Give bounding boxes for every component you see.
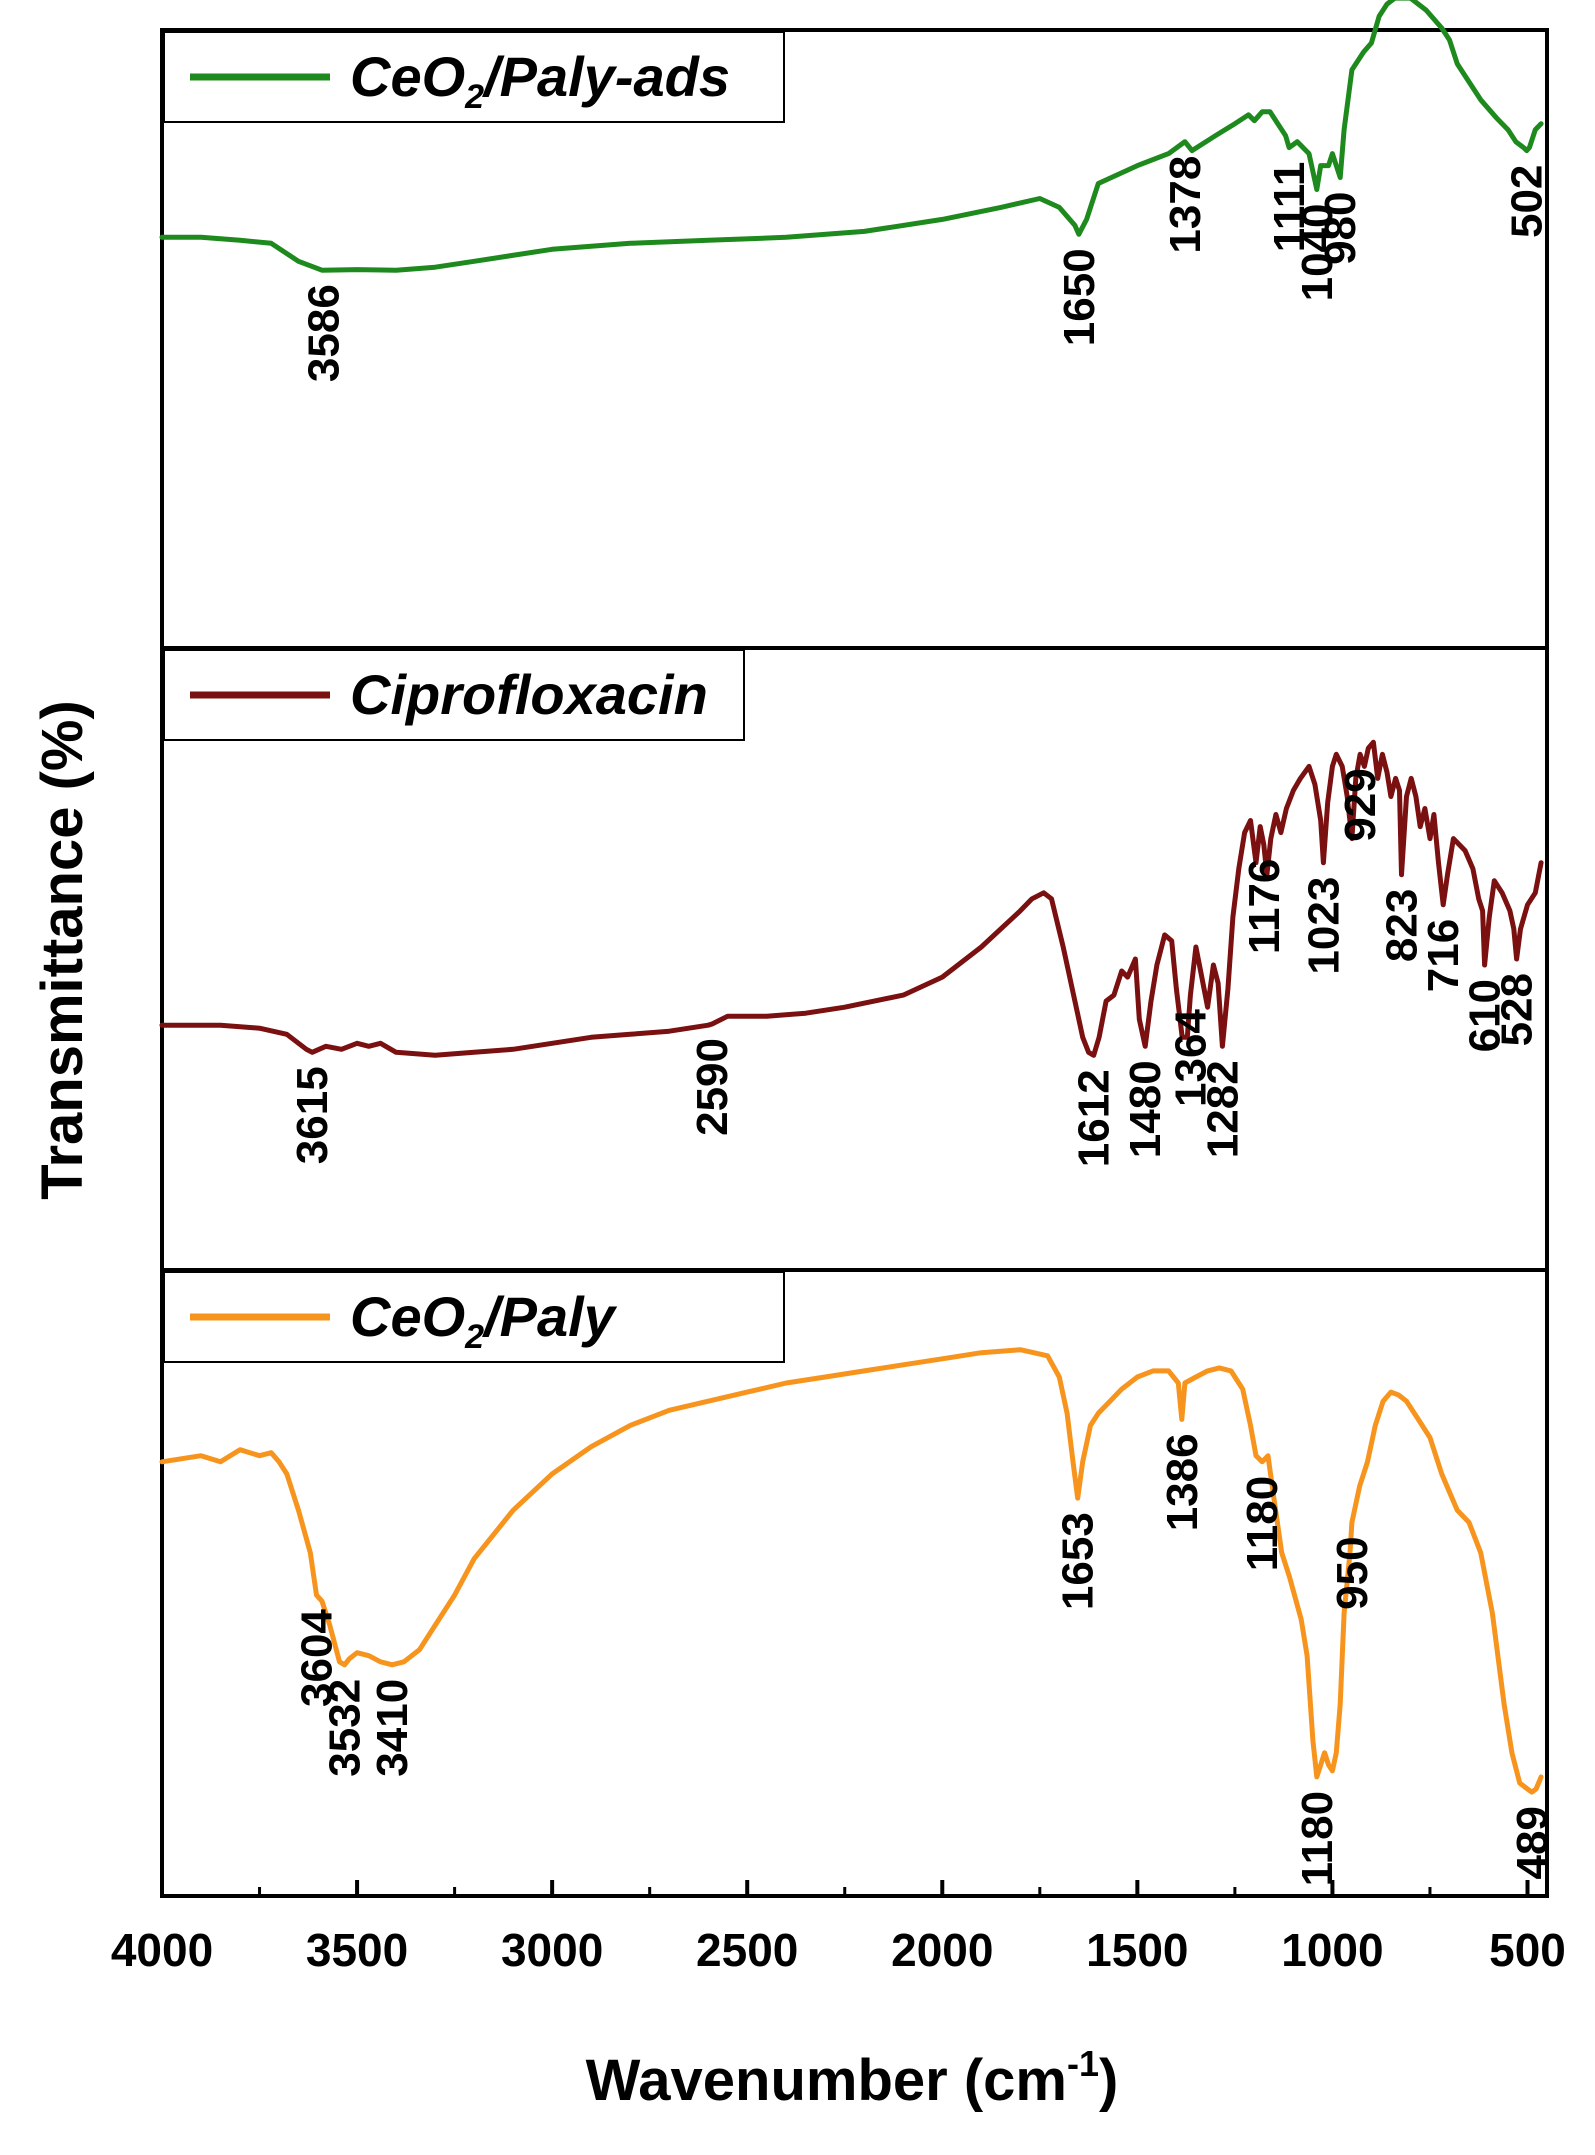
peak-label: 489 xyxy=(1508,1806,1557,1879)
peak-label: 502 xyxy=(1503,165,1552,238)
peak-label: 1378 xyxy=(1161,156,1210,254)
x-tick-label: 1000 xyxy=(1281,1924,1383,1976)
peak-label: 3532 xyxy=(321,1679,370,1777)
x-tick-label: 500 xyxy=(1489,1924,1566,1976)
spectrum-line xyxy=(159,1347,1544,1795)
peak-label: 1364 xyxy=(1166,1009,1215,1107)
peak-label: 3615 xyxy=(288,1066,337,1164)
x-axis: 4000 3500 3000 2500 2000 1500 1000 500 xyxy=(111,1880,1566,1976)
legend: CeO2/Paly-ads xyxy=(163,31,785,123)
legend: Ciprofloxacin xyxy=(163,649,745,741)
spectrum-line xyxy=(159,0,1544,273)
peak-label: 716 xyxy=(1419,919,1468,992)
x-tick-label: 3000 xyxy=(501,1924,603,1976)
peak-label: 3410 xyxy=(368,1679,417,1777)
peak-label: 929 xyxy=(1336,768,1385,841)
legend-label: Ciprofloxacin xyxy=(350,663,708,726)
peak-label: 950 xyxy=(1328,1536,1377,1609)
peak-label: 1176 xyxy=(1240,859,1289,954)
peak-label: 1111 xyxy=(1265,162,1314,253)
peak-label: 1023 xyxy=(1299,877,1348,975)
peak-label: 1040 xyxy=(1293,204,1342,302)
peak-label: 1480 xyxy=(1121,1060,1170,1158)
peak-label: 1282 xyxy=(1198,1060,1247,1158)
y-axis-title: Transmittance (%) xyxy=(30,700,95,1200)
peak-label: 528 xyxy=(1493,973,1542,1046)
peak-label: 980 xyxy=(1316,192,1365,265)
legend-label: CeO2/Paly xyxy=(350,1285,618,1356)
peak-label: 2590 xyxy=(688,1038,737,1136)
x-tick-label: 3500 xyxy=(306,1924,408,1976)
peak-label: 823 xyxy=(1378,889,1427,962)
peak-label: 3586 xyxy=(300,284,349,382)
peak-label: 1612 xyxy=(1070,1069,1119,1167)
panel-frame xyxy=(160,1268,1549,1898)
x-tick-label: 2500 xyxy=(696,1924,798,1976)
x-axis-title: Wavenumber (cm-1) xyxy=(586,2043,1119,2113)
x-tick-label: 2000 xyxy=(891,1924,993,1976)
x-tick-label: 4000 xyxy=(111,1924,213,1976)
spectrum-line xyxy=(159,739,1544,1058)
peak-label: 610 xyxy=(1461,979,1510,1052)
peak-label: 3604 xyxy=(293,1609,342,1707)
peak-label: 1653 xyxy=(1054,1512,1103,1610)
peak-label: 1180 xyxy=(1293,1791,1342,1886)
legend: CeO2/Paly xyxy=(163,1271,785,1363)
peak-label: 1650 xyxy=(1055,248,1104,346)
peak-label: 1180 xyxy=(1238,1476,1287,1571)
peak-label: 1386 xyxy=(1158,1433,1207,1531)
x-tick-label: 1500 xyxy=(1086,1924,1188,1976)
legend-label: CeO2/Paly-ads xyxy=(350,45,730,116)
